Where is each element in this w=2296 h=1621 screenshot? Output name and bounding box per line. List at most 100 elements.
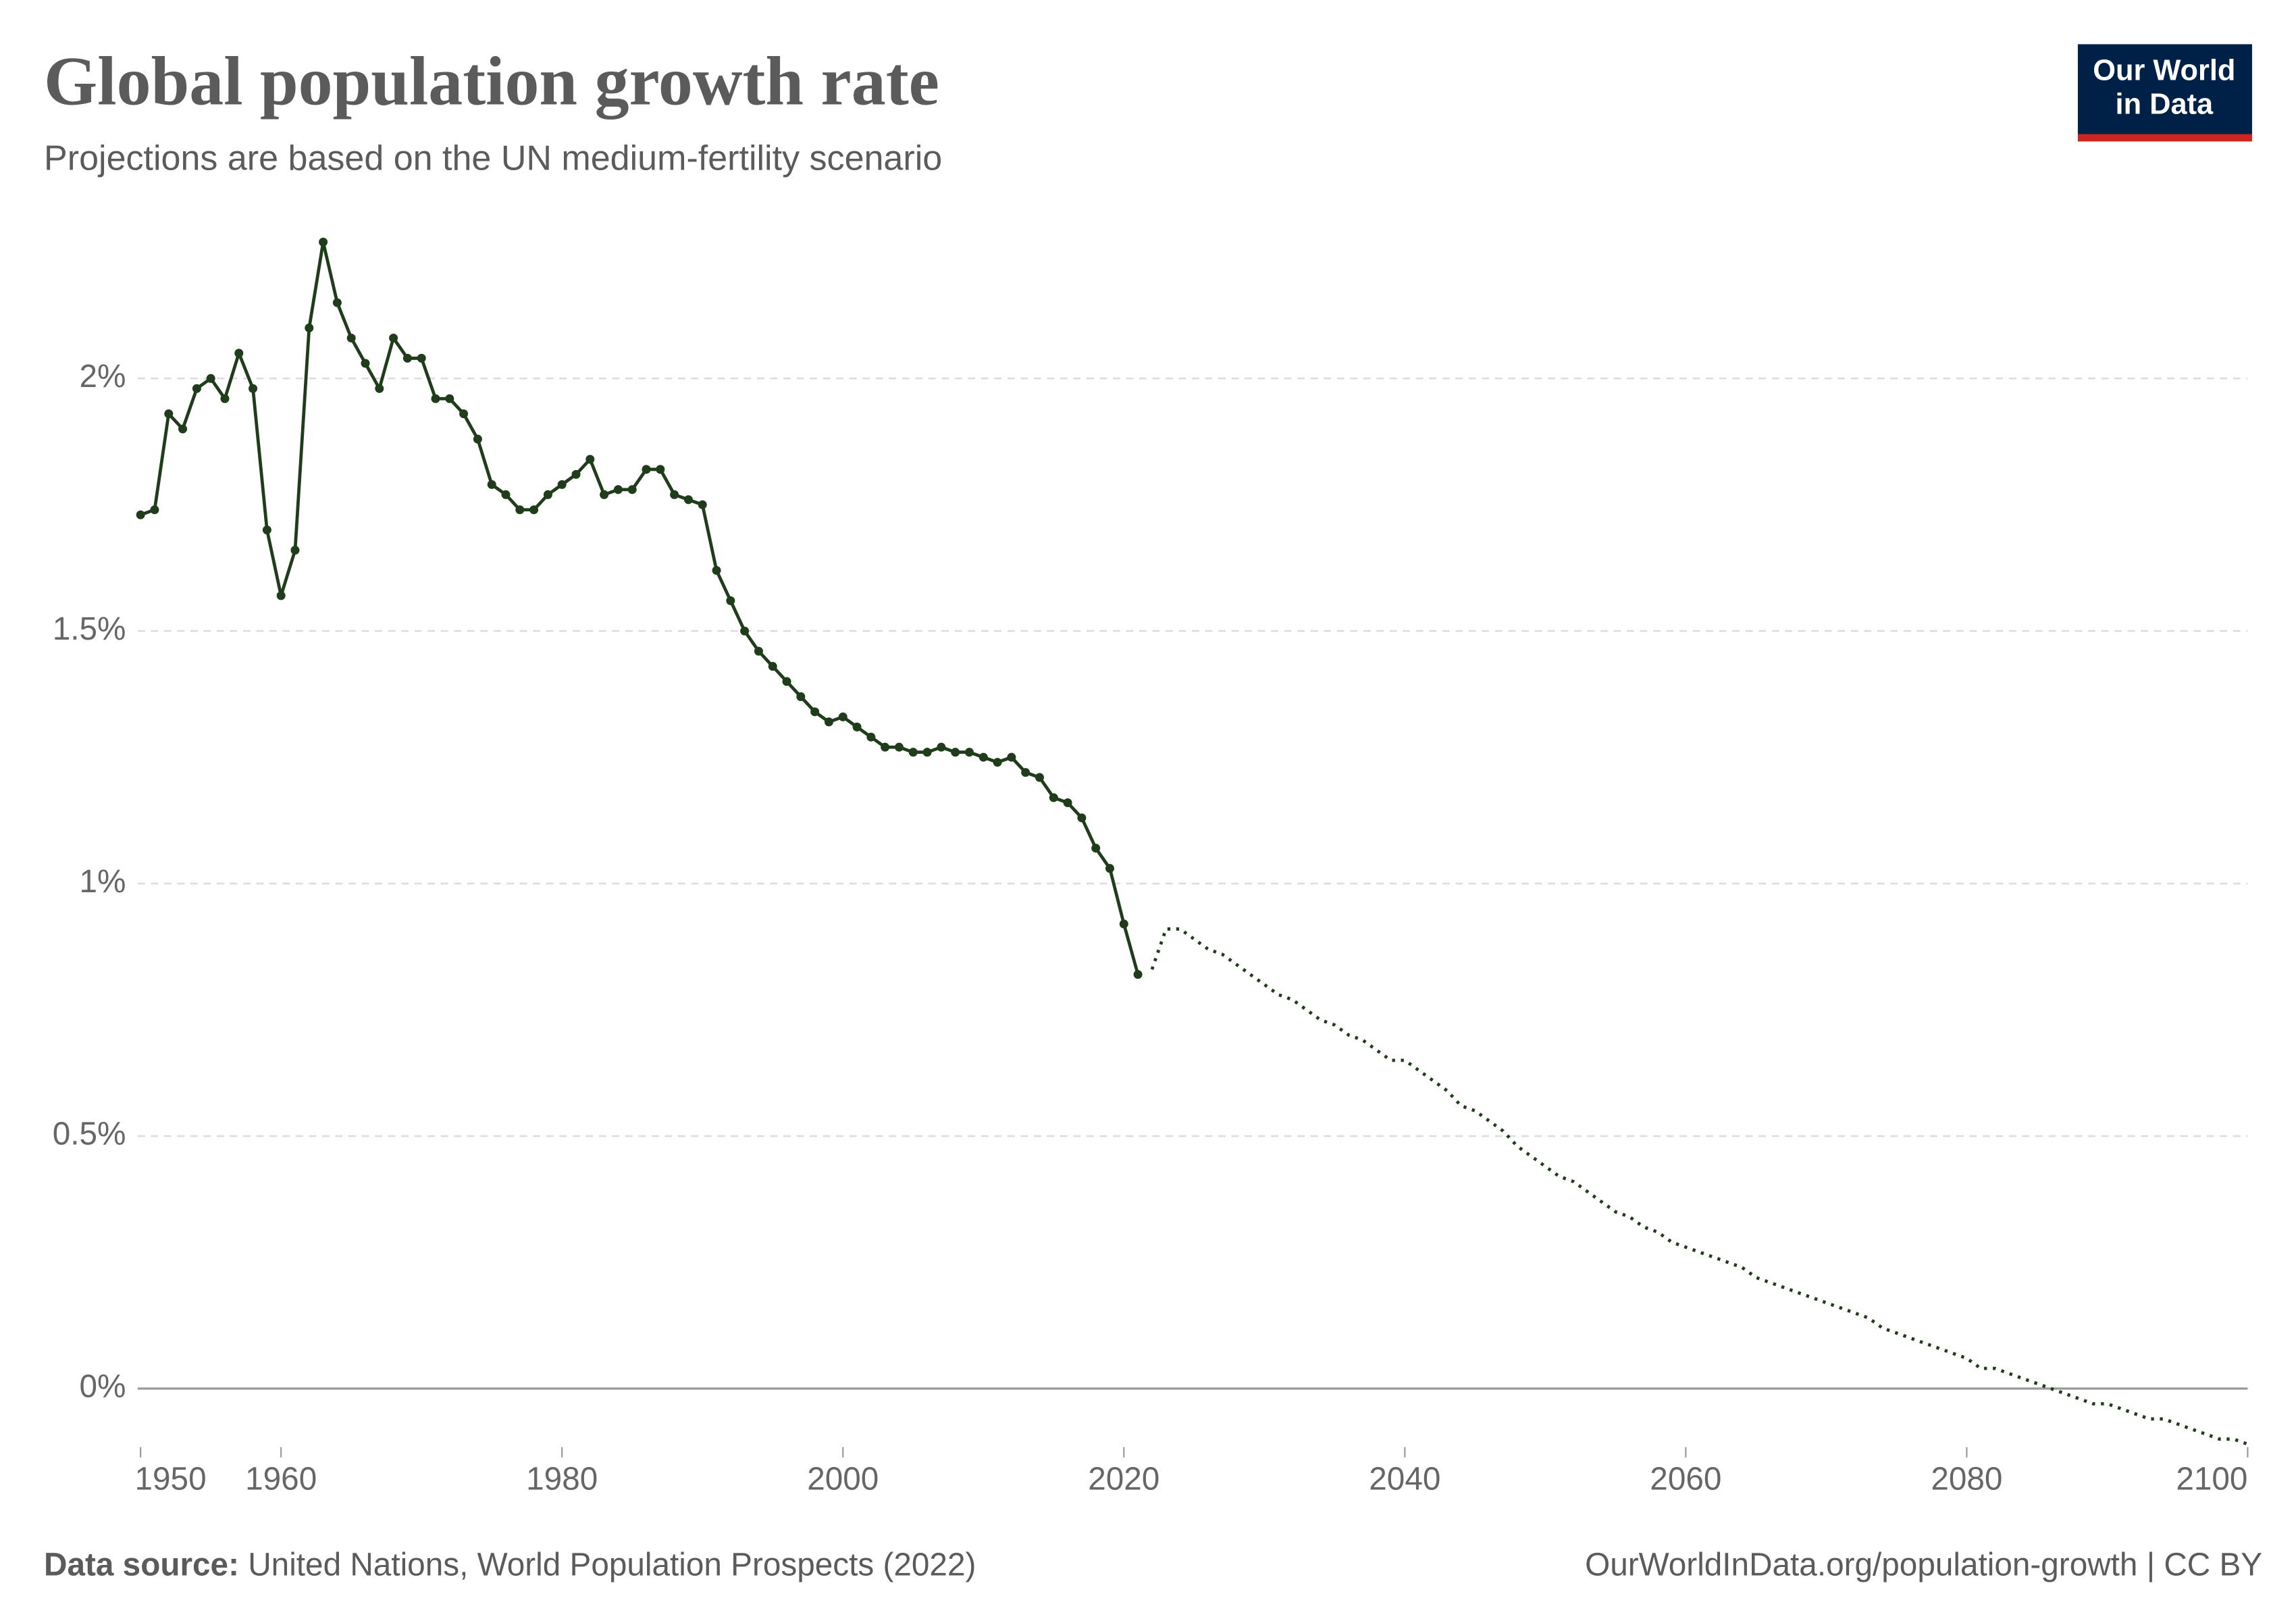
logo-box: [2077, 44, 2252, 136]
data-point: [1119, 919, 1128, 929]
x-tick-label: 2000: [807, 1461, 879, 1497]
logo-text: Our World: [2093, 54, 2235, 86]
data-point: [249, 384, 258, 393]
chart-title: Global population growth rate: [44, 43, 939, 120]
x-tick-label: 2040: [1369, 1461, 1440, 1497]
data-point: [375, 384, 384, 393]
data-point: [585, 455, 595, 464]
data-point: [1049, 793, 1058, 802]
data-point: [852, 722, 862, 731]
data-point: [782, 677, 791, 686]
data-point: [501, 490, 511, 499]
data-point: [234, 349, 244, 358]
x-tick-label: 2080: [1931, 1461, 2002, 1497]
data-point: [881, 742, 890, 752]
data-point: [1021, 768, 1030, 777]
data-point: [922, 748, 932, 757]
data-point: [754, 646, 763, 656]
data-point: [332, 298, 342, 307]
logo-text: in Data: [2116, 88, 2214, 120]
y-tick-label: 1%: [80, 864, 126, 900]
data-point: [1035, 773, 1044, 782]
data-point: [361, 359, 370, 368]
source-label: Data source:: [44, 1547, 239, 1583]
data-point: [683, 495, 693, 505]
data-point: [136, 510, 145, 519]
data-point: [1105, 864, 1114, 873]
data-point: [290, 546, 300, 555]
url[interactable]: OurWorldInData.org/population-growth: [1585, 1547, 2137, 1583]
data-point: [866, 732, 876, 742]
data-point: [1133, 970, 1143, 979]
data-point: [431, 394, 440, 403]
series-line: [140, 240, 1140, 975]
data-point: [796, 692, 806, 701]
data-point: [894, 742, 904, 752]
logo[interactable]: Our World in Data: [2077, 44, 2252, 142]
data-point: [459, 409, 469, 419]
data-point: [346, 333, 356, 343]
data-point: [1077, 813, 1087, 823]
series-line: [1150, 927, 2249, 1446]
data-point: [656, 465, 665, 474]
data-point: [768, 662, 777, 671]
data-point: [192, 384, 201, 393]
data-point: [712, 565, 721, 575]
data-point: [262, 525, 271, 535]
x-tick-label: 1980: [526, 1461, 598, 1497]
data-point: [993, 758, 1002, 767]
data-point: [979, 752, 988, 762]
data-point: [1007, 752, 1016, 762]
y-tick-label: 2%: [80, 359, 126, 394]
data-point: [417, 353, 426, 363]
y-tick-label: 1.5%: [53, 611, 126, 647]
data-point: [206, 374, 215, 383]
data-point: [276, 591, 286, 600]
data-point: [951, 748, 960, 757]
data-point: [726, 596, 735, 605]
data-point: [824, 717, 833, 727]
footer-right: OurWorldInData.org/population-growth | C…: [1585, 1547, 2262, 1583]
data-point: [964, 748, 974, 757]
logo-bar: [2077, 134, 2252, 142]
x-tick-label: 2020: [1088, 1461, 1159, 1497]
data-point: [908, 748, 918, 757]
data-point: [220, 394, 230, 403]
data-point: [164, 409, 174, 419]
data-point: [445, 394, 454, 403]
data-point: [487, 480, 496, 489]
data-point: [515, 505, 525, 515]
data-point: [305, 324, 314, 333]
data-point: [319, 237, 328, 247]
data-point: [937, 742, 946, 752]
data-point: [613, 485, 623, 494]
data-point: [642, 465, 651, 474]
x-tick-label: 1950: [134, 1461, 206, 1497]
data-point: [557, 480, 567, 489]
x-tick-label: 2060: [1650, 1461, 1721, 1497]
data-point: [402, 353, 412, 363]
data-point: [627, 485, 637, 494]
data-point: [150, 505, 159, 515]
data-point: [1091, 844, 1101, 853]
source: Data source: United Nations, World Popul…: [44, 1547, 976, 1583]
data-point: [178, 424, 188, 434]
data-point: [740, 626, 750, 636]
data-point: [810, 707, 820, 717]
data-point: [698, 500, 707, 509]
data-point: [529, 505, 539, 515]
data-point: [571, 469, 581, 479]
license[interactable]: | CC BY: [2147, 1547, 2262, 1583]
data-point: [838, 712, 847, 721]
data-point: [389, 333, 398, 343]
x-tick-label: 1960: [245, 1461, 317, 1497]
data-point: [543, 490, 552, 499]
data-point: [1063, 798, 1072, 808]
data-point: [600, 490, 609, 499]
data-point: [473, 434, 482, 444]
y-tick-label: 0.5%: [53, 1116, 126, 1152]
y-tick-label: 0%: [80, 1368, 126, 1404]
source-text: United Nations, World Population Prospec…: [248, 1547, 976, 1583]
chart-subtitle: Projections are based on the UN medium-f…: [44, 139, 942, 178]
